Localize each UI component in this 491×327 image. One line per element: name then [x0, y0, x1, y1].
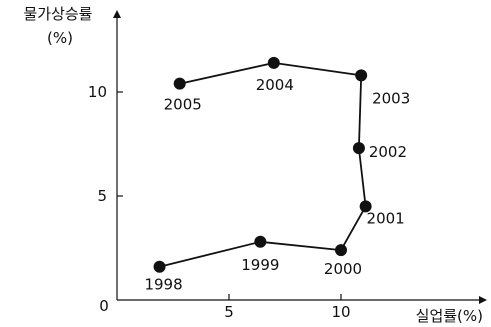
- series-line-group: [159, 62, 367, 268]
- data-point-2004: [267, 56, 280, 69]
- data-point-2001: [359, 200, 372, 213]
- series-line: [159, 62, 367, 268]
- data-point-2000: [335, 244, 347, 257]
- data-label-2003: 2003: [372, 89, 410, 107]
- data-label-2002: 2002: [369, 143, 407, 161]
- tick-marks: 0 5 10 5 10: [88, 83, 351, 321]
- x-tick-label: 5: [224, 303, 234, 321]
- data-labels: 1998 1999 2000 2001 2002 2003 2004 2005: [144, 76, 410, 294]
- data-label-2001: 2001: [367, 209, 405, 227]
- data-point-2002: [352, 142, 365, 155]
- data-label-2000: 2000: [324, 260, 362, 278]
- y-axis-arrow: [113, 10, 121, 18]
- data-point-2003: [355, 69, 368, 82]
- data-label-2005: 2005: [164, 96, 202, 114]
- data-point-2005: [173, 77, 186, 90]
- data-label-1999: 1999: [241, 256, 279, 274]
- y-tick-label: 5: [97, 187, 107, 205]
- data-points: [153, 56, 372, 273]
- data-label-2004: 2004: [256, 76, 294, 94]
- x-tick-label-origin: 0: [99, 297, 109, 315]
- x-tick-label: 10: [331, 303, 350, 321]
- x-axis-arrow: [479, 296, 487, 304]
- y-axis-title-line2: (%): [47, 29, 73, 47]
- data-label-1998: 1998: [144, 276, 182, 294]
- data-point-1999: [254, 235, 267, 248]
- y-tick-label: 10: [88, 83, 107, 101]
- data-point-1998: [153, 260, 166, 273]
- axes: [113, 10, 487, 304]
- y-axis-title-line1: 물가상승률: [23, 5, 92, 23]
- x-axis-title: 실업률(%): [416, 307, 483, 325]
